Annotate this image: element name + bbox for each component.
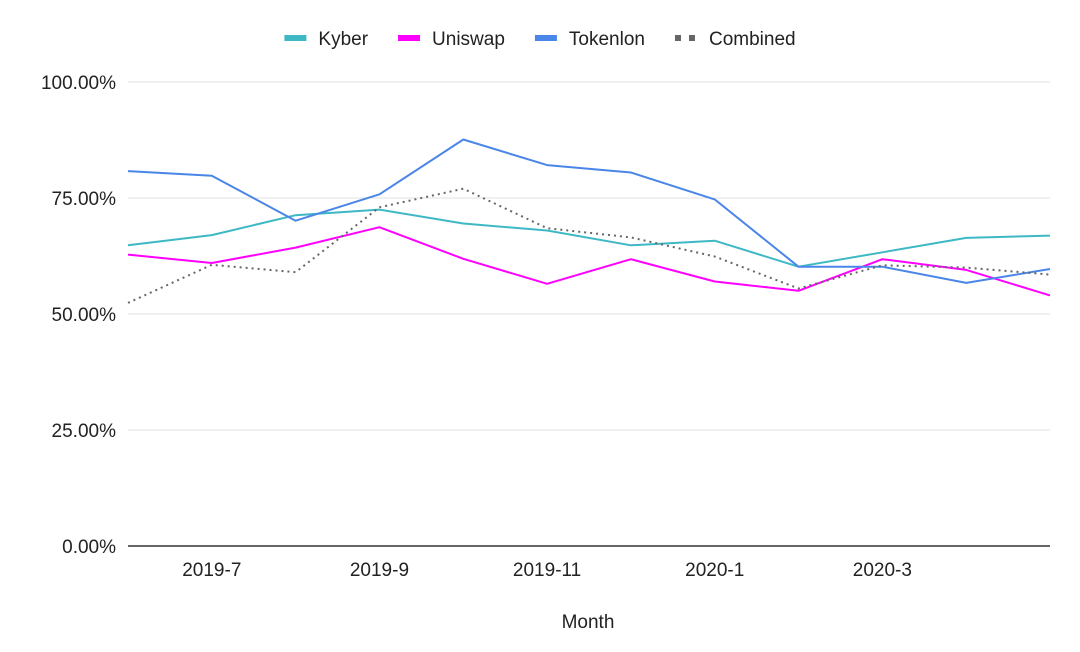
y-tick-label: 75.00% [52, 189, 117, 210]
y-axis: 0.00% 25.00% 50.00% 75.00% 100.00% [41, 73, 116, 558]
series-line-uniswap [127, 226, 1051, 297]
legend: Kyber Uniswap Tokenlon Combined [284, 29, 796, 50]
y-tick-label: 25.00% [52, 421, 117, 442]
series-line-combined [127, 187, 1051, 304]
legend-label: Combined [709, 29, 796, 50]
legend-label: Tokenlon [569, 29, 645, 50]
legend-item-uniswap[interactable]: Uniswap [398, 29, 505, 50]
y-tick-label: 100.00% [41, 73, 116, 94]
series-group [127, 138, 1051, 304]
x-axis-title: Month [562, 612, 615, 633]
gridlines [128, 81, 1050, 431]
legend-item-kyber[interactable]: Kyber [284, 29, 369, 50]
legend-swatch [688, 35, 695, 41]
series-line-tokenlon [127, 138, 1051, 284]
legend-item-combined[interactable]: Combined [674, 29, 796, 50]
x-tick-label: 2020-1 [685, 560, 744, 581]
series-line-kyber [127, 208, 1051, 268]
legend-swatch [284, 35, 307, 41]
legend-label: Kyber [318, 29, 368, 50]
legend-swatch [534, 35, 557, 41]
y-tick-label: 50.00% [52, 305, 117, 326]
x-axis: 2019-7 2019-9 2019-11 2020-1 2020-3 [128, 545, 1050, 581]
x-tick-label: 2019-7 [182, 560, 241, 581]
legend-item-tokenlon[interactable]: Tokenlon [534, 29, 645, 50]
x-tick-label: 2019-9 [350, 560, 409, 581]
x-tick-label: 2019-11 [513, 560, 581, 581]
legend-swatch [398, 35, 421, 41]
legend-label: Uniswap [432, 29, 505, 50]
legend-swatch [674, 35, 681, 41]
x-tick-label: 2020-3 [853, 560, 912, 581]
y-tick-label: 0.00% [62, 537, 116, 558]
